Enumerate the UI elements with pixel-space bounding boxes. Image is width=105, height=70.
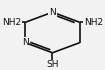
Text: NH2: NH2 bbox=[2, 18, 21, 27]
Text: N: N bbox=[22, 38, 29, 47]
Text: NH2: NH2 bbox=[84, 18, 103, 27]
Text: N: N bbox=[49, 8, 56, 17]
Text: SH: SH bbox=[46, 60, 59, 69]
